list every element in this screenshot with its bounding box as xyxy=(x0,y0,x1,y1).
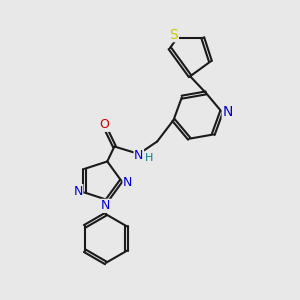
Text: N: N xyxy=(123,176,133,189)
Text: N: N xyxy=(222,105,233,118)
Text: S: S xyxy=(169,28,178,42)
Text: O: O xyxy=(100,118,110,131)
Text: N: N xyxy=(134,149,143,162)
Text: N: N xyxy=(101,200,110,212)
Text: H: H xyxy=(145,153,153,164)
Text: N: N xyxy=(74,184,83,198)
